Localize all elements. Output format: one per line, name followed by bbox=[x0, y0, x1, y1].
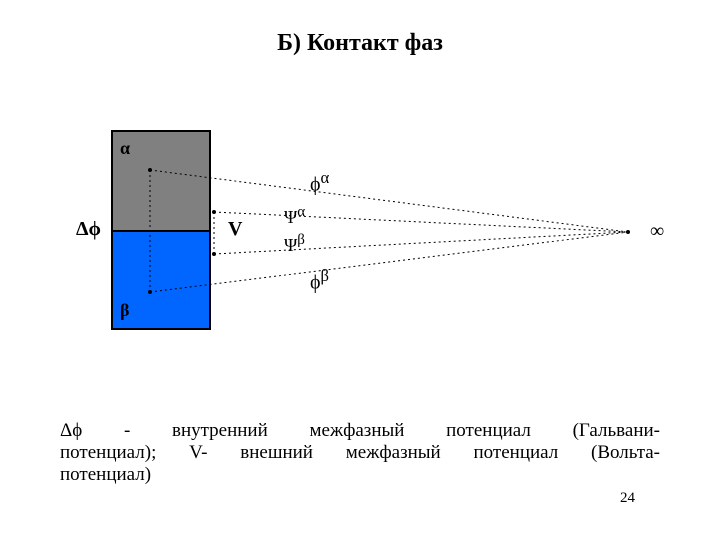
phase-alpha-label: α bbox=[120, 138, 130, 159]
psi-alpha-base: Ψ bbox=[284, 207, 297, 227]
diagram-title: Б) Контакт фаз bbox=[0, 30, 720, 57]
phi-alpha-base: ϕ bbox=[310, 174, 321, 196]
infinity-label: ∞ bbox=[650, 220, 664, 243]
phi-alpha-label: ϕα bbox=[310, 168, 329, 197]
psi-beta-label: Ψβ bbox=[284, 232, 305, 256]
psi-beta-sup: β bbox=[297, 232, 305, 248]
caption-line2: потенциал); V- внешний межфазный потенци… bbox=[60, 442, 660, 463]
phi-beta-label: ϕβ bbox=[310, 266, 329, 295]
delta-phi-label: Δϕ bbox=[76, 218, 101, 241]
caption-line1: Δϕ - внутренний межфазный потенциал (Гал… bbox=[60, 420, 660, 441]
psi-alpha-sup: α bbox=[297, 204, 305, 220]
phase-beta-label: β bbox=[120, 300, 129, 321]
caption-line3: потенциал) bbox=[60, 464, 660, 486]
psi-alpha-label: Ψα bbox=[284, 204, 305, 228]
page-number: 24 bbox=[620, 490, 635, 507]
phi-alpha-sup: α bbox=[321, 168, 330, 187]
phi-beta-base: ϕ bbox=[310, 272, 321, 294]
v-label: V bbox=[228, 218, 242, 241]
phi-beta-sup: β bbox=[321, 266, 329, 285]
psi-beta-base: Ψ bbox=[284, 235, 297, 255]
diagram-caption: Δϕ - внутренний межфазный потенциал (Гал… bbox=[60, 420, 660, 486]
